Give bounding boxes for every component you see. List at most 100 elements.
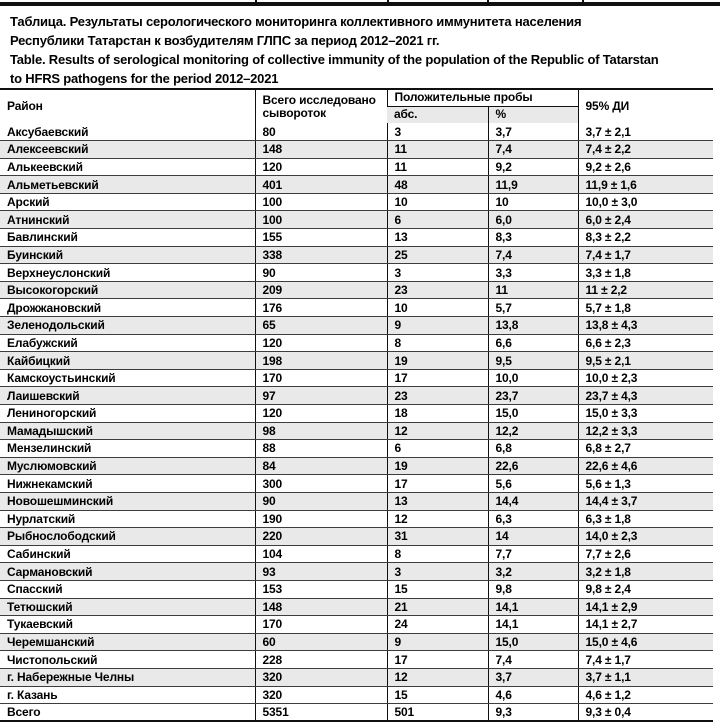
abs-cell: 18 — [386, 404, 488, 423]
percent-cell: 3,7 — [487, 123, 579, 142]
percent-cell: 9,3 — [487, 703, 579, 722]
table-row: Тетюшский 148 21 14,1 14,1 ± 2,9 — [0, 598, 714, 617]
region-cell: Нурлатский — [0, 510, 255, 529]
percent-cell: 11 — [487, 281, 579, 300]
percent-cell: 14,1 — [487, 615, 579, 634]
region-cell: Черемшанский — [0, 633, 255, 652]
percent-cell: 7,7 — [487, 545, 579, 564]
table-row: Альметьевский 401 48 11,9 11,9 ± 1,6 — [0, 175, 714, 194]
total-serums-cell: 401 — [254, 175, 387, 194]
abs-cell: 13 — [386, 492, 488, 511]
abs-cell: 3 — [386, 562, 488, 581]
ci-cell: 7,4 ± 1,7 — [577, 246, 714, 265]
ci-cell: 23,7 ± 4,3 — [577, 386, 714, 405]
total-serums-cell: 100 — [254, 193, 387, 212]
abs-cell: 8 — [386, 545, 488, 564]
total-serums-cell: 60 — [254, 633, 387, 652]
region-cell: Дрожжановский — [0, 298, 255, 318]
caption-ru-line2: Республики Татарстан к возбудителям ГЛПС… — [10, 33, 440, 48]
table-row: Нурлатский 190 12 6,3 6,3 ± 1,8 — [0, 510, 714, 529]
table-row: Высокогорский 209 23 11 11 ± 2,2 — [0, 281, 714, 300]
ci-cell: 10,0 ± 3,0 — [577, 193, 714, 212]
region-cell: г. Набережные Челны — [0, 668, 255, 687]
total-serums-cell: 300 — [254, 474, 387, 493]
ci-cell: 6,8 ± 2,7 — [577, 439, 714, 458]
total-serums-cell: 88 — [254, 439, 387, 458]
abs-cell: 19 — [386, 351, 488, 370]
ci-cell: 10,0 ± 2,3 — [577, 369, 714, 388]
total-serums-cell: 93 — [254, 562, 387, 581]
abs-cell: 23 — [386, 386, 488, 405]
abs-cell: 10 — [386, 298, 488, 318]
ci-cell: 6,3 ± 1,8 — [577, 510, 714, 529]
table-row: Атнинский 100 6 6,0 6,0 ± 2,4 — [0, 210, 714, 230]
ci-cell: 14,1 ± 2,7 — [577, 615, 714, 634]
table-row: Алексеевский 148 11 7,4 7,4 ± 2,2 — [0, 140, 714, 159]
ci-cell: 3,2 ± 1,8 — [577, 562, 714, 581]
caption-en-line1: Table. Results of serological monitoring… — [10, 52, 659, 67]
percent-cell: 4,6 — [487, 686, 579, 705]
region-cell: Зеленодольский — [0, 316, 255, 335]
table-row: Зеленодольский 65 9 13,8 13,8 ± 4,3 — [0, 316, 714, 335]
total-serums-cell: 198 — [254, 351, 387, 370]
percent-cell: 6,6 — [487, 334, 579, 353]
ci-cell: 9,8 ± 2,4 — [577, 580, 714, 599]
total-serums-cell: 170 — [254, 615, 387, 634]
abs-cell: 11 — [386, 158, 488, 177]
region-cell: Лениногорский — [0, 404, 255, 423]
percent-cell: 12,2 — [487, 422, 579, 441]
ci-cell: 3,3 ± 1,8 — [577, 263, 714, 282]
top-rule — [0, 2, 720, 6]
percent-cell: 6,8 — [487, 439, 579, 458]
total-serums-cell: 190 — [254, 510, 387, 529]
region-cell: Сабинский — [0, 545, 255, 564]
table-row: Рыбнослободский 220 31 14 14,0 ± 2,3 — [0, 527, 714, 546]
ci-cell: 9,3 ± 0,4 — [577, 703, 714, 722]
percent-cell: 8,3 — [487, 228, 579, 247]
total-serums-cell: 209 — [254, 281, 387, 300]
table-row: Кайбицкий 198 19 9,5 9,5 ± 2,1 — [0, 351, 714, 370]
table-row: Нижнекамский 300 17 5,6 5,6 ± 1,3 — [0, 474, 714, 493]
percent-cell: 9,5 — [487, 351, 579, 370]
abs-cell: 9 — [386, 633, 488, 652]
header-region: Район — [7, 99, 43, 113]
abs-cell: 12 — [386, 510, 488, 529]
total-serums-cell: 228 — [254, 650, 387, 669]
column-border-stub — [387, 0, 389, 2]
column-border-stub — [255, 0, 257, 2]
header-percent: % — [487, 106, 579, 123]
region-cell: Бавлинский — [0, 228, 255, 247]
table-row: Новошешминский 90 13 14,4 14,4 ± 3,7 — [0, 492, 714, 511]
table-row: Мамадышский 98 12 12,2 12,2 ± 3,3 — [0, 422, 714, 441]
table-row: г. Казань 320 15 4,6 4,6 ± 1,2 — [0, 686, 714, 705]
header-total-serums: Всего исследовано сывороток — [254, 89, 387, 123]
table-row: Мензелинский 88 6 6,8 6,8 ± 2,7 — [0, 439, 714, 458]
percent-cell: 14 — [487, 527, 579, 546]
cropped-table-above-stubs — [0, 0, 720, 2]
table-row: Сармановский 93 3 3,2 3,2 ± 1,8 — [0, 562, 714, 581]
total-serums-cell: 148 — [254, 598, 387, 617]
percent-cell: 23,7 — [487, 386, 579, 405]
ci-cell: 7,4 ± 1,7 — [577, 650, 714, 669]
percent-cell: 6,0 — [487, 210, 579, 230]
ci-cell: 14,1 ± 2,9 — [577, 598, 714, 617]
ci-cell: 22,6 ± 4,6 — [577, 457, 714, 476]
abs-cell: 17 — [386, 474, 488, 493]
percent-cell: 3,3 — [487, 263, 579, 282]
table-row: Лаишевский 97 23 23,7 23,7 ± 4,3 — [0, 386, 714, 405]
abs-cell: 13 — [386, 228, 488, 247]
caption-en-line2: to HFRS pathogens for the period 2012–20… — [10, 71, 279, 86]
abs-cell: 19 — [386, 457, 488, 476]
percent-cell: 10 — [487, 193, 579, 212]
region-cell: г. Казань — [0, 686, 255, 705]
region-cell: Лаишевский — [0, 386, 255, 405]
column-border-stub — [582, 0, 584, 2]
percent-cell: 7,4 — [487, 650, 579, 669]
percent-cell: 14,1 — [487, 598, 579, 617]
abs-cell: 15 — [386, 686, 488, 705]
total-serums-cell: 155 — [254, 228, 387, 247]
abs-cell: 12 — [386, 668, 488, 687]
abs-cell: 24 — [386, 615, 488, 634]
table-row: Лениногорский 120 18 15,0 15,0 ± 3,3 — [0, 404, 714, 423]
total-serums-cell: 5351 — [254, 703, 387, 722]
